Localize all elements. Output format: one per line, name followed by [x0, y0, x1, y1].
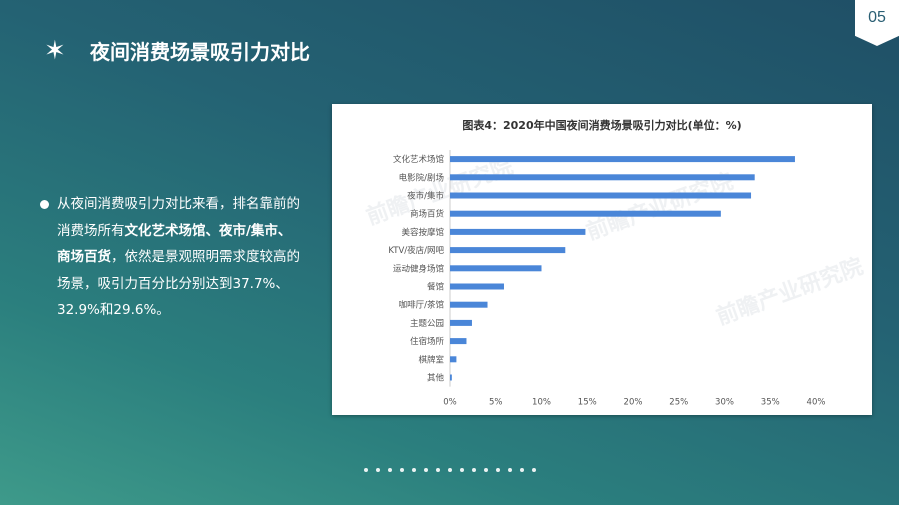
category-label: 美容按摩馆: [401, 227, 444, 238]
summary-text-1: 从夜间消费吸引力对比来看，排名靠前的消费场所有: [57, 196, 300, 239]
bar: [450, 356, 457, 363]
page-number-badge: [855, 0, 899, 46]
category-label: 主题公园: [410, 318, 444, 329]
summary-highlight: 文化艺术场馆、夜市/集市、商场百货: [57, 222, 292, 266]
page-dot[interactable]: [508, 468, 512, 472]
page-dot[interactable]: [376, 468, 380, 472]
category-label: 商场百货: [410, 209, 445, 220]
bar: [450, 174, 755, 181]
page-dot[interactable]: [472, 468, 476, 472]
chart-card: 前瞻产业研究院 前瞻产业研究院 前瞻产业研究院 图表4：2020年中国夜间消费场…: [332, 104, 872, 415]
page-dot[interactable]: [412, 468, 416, 472]
page-dot[interactable]: [496, 468, 500, 472]
page-dot[interactable]: [400, 468, 404, 472]
page-dot[interactable]: [448, 468, 452, 472]
x-tick-label: 10%: [532, 398, 551, 408]
page-number: 05: [868, 9, 886, 26]
x-tick-label: 15%: [578, 398, 597, 408]
bullet-icon: [40, 200, 49, 209]
page-dot[interactable]: [484, 468, 488, 472]
x-tick-label: 40%: [807, 398, 826, 408]
x-tick-label: 0%: [443, 398, 457, 408]
pagination-dots: [364, 468, 536, 472]
page-dot[interactable]: [436, 468, 440, 472]
category-label: 餐馆: [427, 282, 444, 293]
x-tick-label: 20%: [624, 398, 643, 408]
page-dot[interactable]: [520, 468, 524, 472]
chart-title: 图表4：2020年中国夜间消费场景吸引力对比(单位：%): [462, 119, 742, 132]
bar: [450, 228, 586, 235]
category-label: 夜市/集市: [407, 191, 444, 202]
category-label: 电影院/剧场: [399, 172, 444, 183]
bar: [450, 283, 504, 290]
bar: [450, 192, 752, 199]
page-dot[interactable]: [460, 468, 464, 472]
title-star-icon: ✶: [44, 36, 66, 66]
page-dot[interactable]: [424, 468, 428, 472]
x-tick-label: 30%: [715, 398, 734, 408]
bar: [450, 210, 721, 217]
bar: [450, 301, 488, 308]
category-label: KTV/夜店/网吧: [388, 245, 444, 256]
x-tick-label: 35%: [761, 398, 780, 408]
bar: [450, 265, 542, 272]
slide-title: 夜间消费场景吸引力对比: [90, 40, 310, 64]
bar: [450, 374, 452, 381]
bar: [450, 156, 795, 163]
bar: [450, 247, 566, 254]
page-dot[interactable]: [364, 468, 368, 472]
category-label: 文化艺术场馆: [393, 154, 444, 165]
summary-paragraph: 从夜间消费吸引力对比来看，排名靠前的消费场所有文化艺术场馆、夜市/集市、商场百货…: [57, 191, 302, 324]
category-label: 其他: [427, 373, 445, 384]
category-label: 住宿场所: [410, 336, 445, 347]
category-label: 咖啡厅/茶馆: [399, 300, 444, 311]
category-label: 运动健身场馆: [393, 263, 444, 274]
category-label: 棋牌室: [418, 354, 444, 365]
bar: [450, 319, 472, 326]
x-tick-label: 5%: [489, 398, 503, 408]
page-dot[interactable]: [532, 468, 536, 472]
page-dot[interactable]: [388, 468, 392, 472]
bar: [450, 338, 467, 345]
x-tick-label: 25%: [669, 398, 688, 408]
summary-text-2: ，依然是景观照明需求度较高的场景，吸引力百分比分别达到37.7%、32.9%和2…: [57, 249, 300, 318]
